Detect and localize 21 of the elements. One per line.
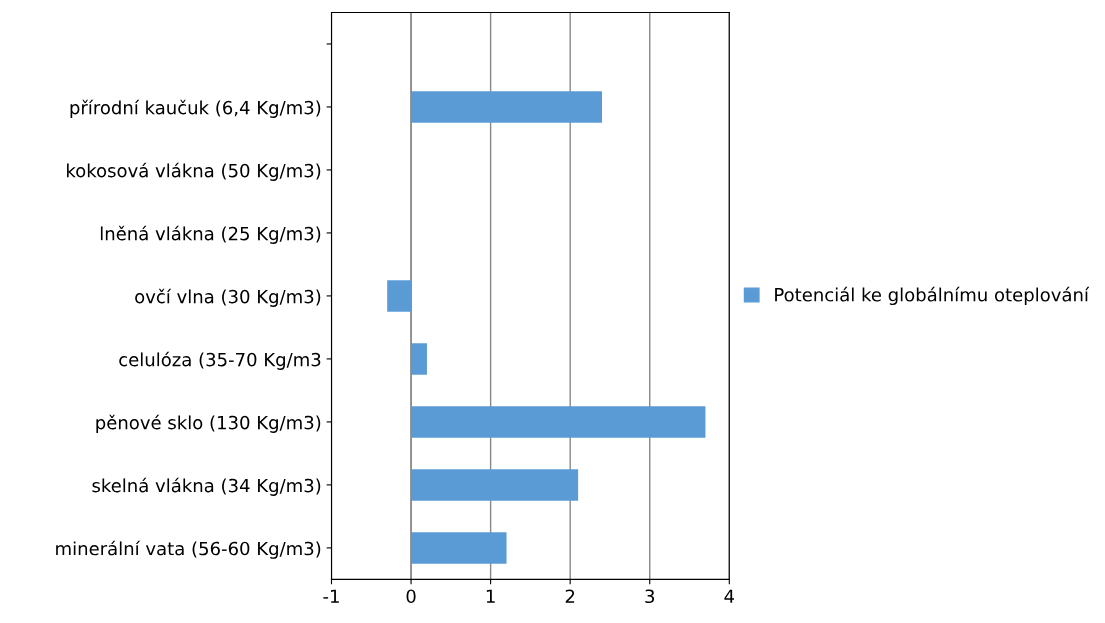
x-tick-label: 0 [406, 589, 416, 604]
x-tick-label: 3 [645, 589, 655, 604]
x-tick-label: 4 [724, 589, 735, 603]
bar [387, 280, 412, 312]
x-tick-label: 1 [486, 589, 495, 603]
text: -1 [323, 589, 339, 603]
y-tick-label: skelná vlákna (34 Kg/m3) [92, 477, 321, 496]
bar [411, 91, 602, 123]
bar [411, 343, 427, 375]
y-tick-label: celulóza (35-70 Kg/m3 [119, 351, 321, 370]
bar [411, 469, 579, 501]
y-tick-label: ovčí vlna (30 Kg/m3) [135, 288, 321, 307]
bar [411, 532, 507, 564]
legend-label: Potenciál ke globálnímu oteplování [775, 286, 1090, 306]
x-tick-label: 2 [565, 589, 575, 603]
y-tick-label: kokosová vlákna (50 Kg/m3) [67, 162, 321, 181]
y-tick-label: minerální vata (56-60 Kg/m3) [56, 540, 321, 559]
bar [411, 406, 706, 438]
y-tick-label: přírodní kaučuk (6,4 Kg/m3) [70, 99, 321, 118]
y-tick-label: pěnové sklo (130 Kg/m3) [96, 414, 321, 433]
y-tick-label: lněná vlákna (25 Kg/m3) [100, 225, 321, 244]
